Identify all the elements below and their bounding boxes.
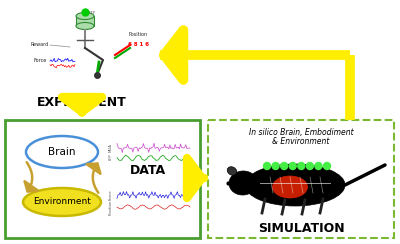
Ellipse shape	[76, 22, 94, 30]
Circle shape	[298, 163, 305, 170]
Ellipse shape	[23, 188, 101, 216]
Text: Position: Position	[109, 199, 113, 215]
Ellipse shape	[229, 171, 257, 195]
FancyBboxPatch shape	[76, 16, 94, 26]
FancyBboxPatch shape	[5, 120, 200, 238]
Text: & Environment: & Environment	[272, 136, 330, 145]
Circle shape	[264, 163, 270, 170]
Ellipse shape	[26, 136, 98, 168]
Text: Force: Force	[33, 58, 47, 62]
Ellipse shape	[245, 164, 345, 206]
Circle shape	[272, 163, 279, 170]
Ellipse shape	[272, 176, 308, 198]
Text: Environment: Environment	[33, 197, 91, 206]
Text: EXPERIMENT: EXPERIMENT	[37, 95, 127, 109]
Text: DATA: DATA	[130, 163, 166, 176]
Text: In silico Brain, Embodiment: In silico Brain, Embodiment	[249, 129, 353, 138]
Text: 6 8 1 6: 6 8 1 6	[128, 41, 148, 47]
Text: Brain: Brain	[48, 147, 76, 157]
Text: MUA: MUA	[109, 143, 113, 152]
Text: Reward: Reward	[31, 42, 49, 48]
Circle shape	[281, 163, 288, 170]
Text: Force: Force	[109, 190, 113, 200]
FancyBboxPatch shape	[208, 120, 394, 238]
Text: SIMULATION: SIMULATION	[258, 222, 344, 234]
Ellipse shape	[227, 167, 237, 175]
Text: Position: Position	[128, 32, 148, 38]
Circle shape	[324, 163, 330, 170]
Circle shape	[289, 163, 296, 170]
Text: LFP: LFP	[109, 154, 113, 160]
Circle shape	[306, 163, 313, 170]
Circle shape	[315, 163, 322, 170]
Ellipse shape	[76, 12, 94, 20]
Text: DFP: DFP	[89, 11, 96, 15]
